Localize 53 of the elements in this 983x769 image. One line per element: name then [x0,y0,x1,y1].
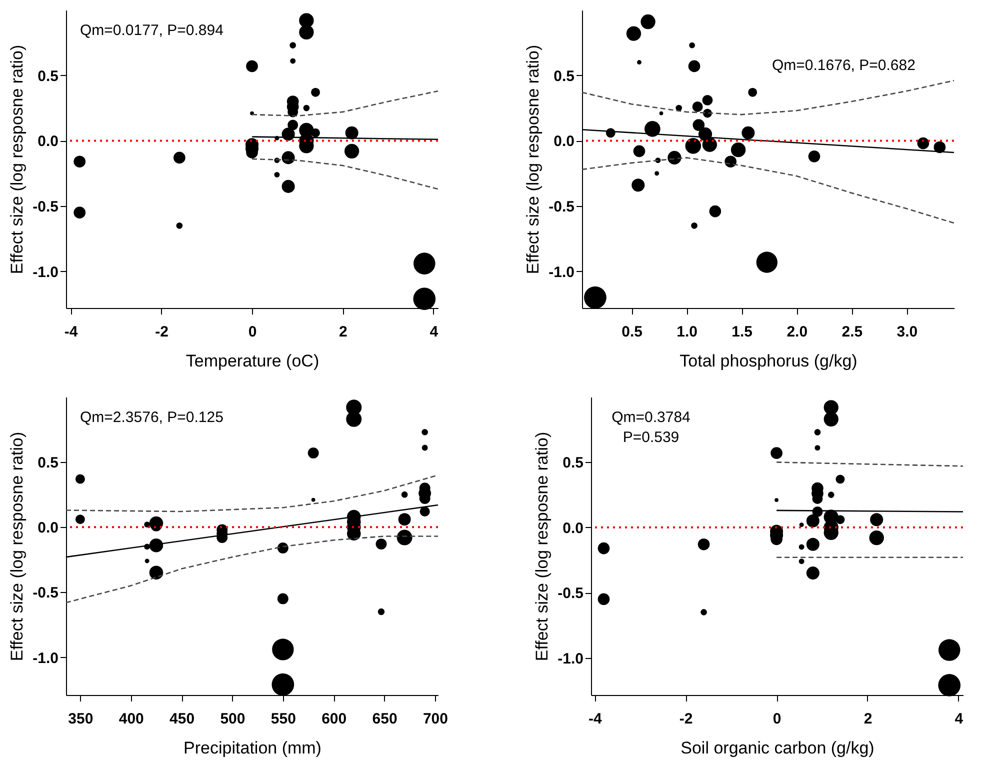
x-tick-label: 500 [220,710,246,728]
y-tick-label: 0.0 [38,133,58,150]
y-tick-label: -1.0 [32,264,58,281]
x-tick-label: 600 [322,710,347,728]
y-tick-label: -1.0 [32,650,58,667]
annotation: Qm=0.3784 [612,409,690,426]
x-tick-label: -2 [155,324,168,340]
x-tick-label: 0 [772,710,782,728]
x-tick-label: 450 [170,710,195,728]
x-tick-label: 2 [864,710,872,728]
y-tick-label: -1.0 [548,264,574,281]
x-tick-label: 400 [118,710,144,728]
x-tick-label: 1.0 [676,324,698,340]
y-tick-label: 0.5 [554,68,574,85]
x-tick-label: 4 [430,324,439,340]
x-tick-label: 3.0 [896,324,918,340]
x-tick-label: 0 [248,324,257,340]
y-axis-title: Effect size (log resposne ratio) [8,44,27,274]
x-tick-label: -2 [679,710,693,728]
x-tick-label: 700 [422,710,448,728]
y-tick-label: 0.5 [38,454,58,472]
y-tick-label: -0.5 [548,198,574,216]
y-tick-label: 0.5 [38,68,58,85]
x-axis-title: Soil organic carbon (g/kg) [680,738,874,758]
x-tick-label: 2.5 [842,324,863,340]
x-tick-label: 1.5 [732,324,753,340]
y-tick-label: -1.0 [558,650,584,668]
y-axis-title: Effect size (log resposne ratio) [524,44,543,274]
y-axis-title: Effect size (log resposne ratio) [8,432,27,662]
y-axis-title: Effect size (log resposne ratio) [532,432,552,662]
x-tick-label: 550 [270,710,296,728]
x-tick-label: 2 [339,324,348,340]
annotation: Qm=2.3576, P=0.125 [80,409,224,426]
x-axis-title: Total phosphorus (g/kg) [680,352,858,370]
x-tick-label: 4 [954,710,964,728]
annotation: Qm=0.0177, P=0.894 [80,22,224,39]
y-tick-label: -0.5 [558,585,584,602]
x-tick-label: 2.0 [786,324,808,340]
y-tick-label: 0.5 [562,454,584,472]
x-axis-title: Precipitation (mm) [184,738,322,758]
x-tick-label: -4 [588,710,602,728]
y-tick-label: -0.5 [32,584,58,602]
x-tick-label: 350 [68,710,94,728]
x-tick-label: 0.5 [622,324,642,340]
annotation: Qm=0.1676, P=0.682 [772,57,916,74]
x-tick-label: 650 [372,710,398,728]
y-tick-label: 0.0 [38,520,58,537]
y-tick-label: -0.5 [32,198,58,216]
annotation: P=0.539 [622,429,680,446]
x-tick-label: -4 [64,324,78,340]
y-tick-label: 0.0 [554,133,574,150]
y-tick-label: 0.0 [562,520,584,537]
x-axis-title: Temperature (oC) [186,352,320,370]
